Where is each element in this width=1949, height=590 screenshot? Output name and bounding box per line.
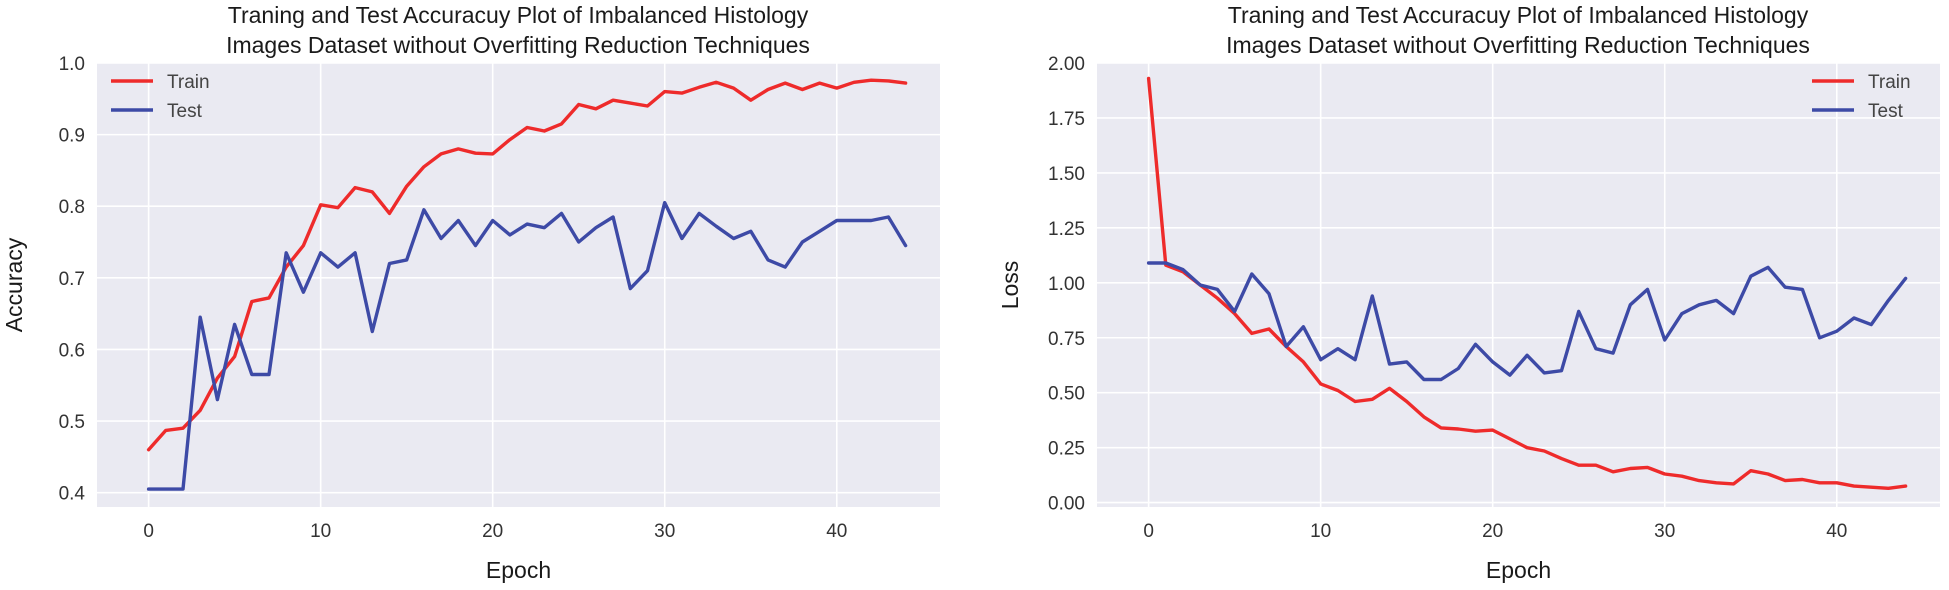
- x-tick-label: 0: [1143, 521, 1154, 542]
- y-tick-label: 0.6: [59, 340, 85, 361]
- x-axis-label: Epoch: [486, 557, 551, 583]
- y-axis-label: Loss: [997, 261, 1023, 310]
- y-tick-label: 1.25: [1048, 219, 1085, 240]
- x-axis-label: Epoch: [1486, 557, 1551, 583]
- plot-area: [1097, 63, 1940, 507]
- y-tick-label: 0.50: [1048, 384, 1085, 405]
- chart-panel-loss: 0.00 0.25 0.50 0.75 1.00 1.25 1.50 1.75 2.00 0 10 2…: [997, 2, 1940, 583]
- y-tick-label: 0.00: [1048, 494, 1085, 515]
- y-tick-label: 0.25: [1048, 439, 1085, 460]
- legend-label-test: Test: [167, 101, 203, 122]
- y-tick-label: 0.4: [59, 484, 86, 505]
- y-tick-label: 0.9: [59, 126, 85, 147]
- chart-title: Traning and Test Accuracuy Plot of Imbal…: [1228, 2, 1809, 28]
- x-tick-label: 30: [1654, 521, 1675, 542]
- series-line-test: [146, 200, 908, 491]
- legend-label-train: Train: [167, 72, 210, 93]
- x-tick-label: 10: [1310, 521, 1331, 542]
- y-tick-label: 0.7: [59, 269, 85, 290]
- y-axis-label: Accuracy: [1, 237, 27, 332]
- y-tick-label: 1.75: [1048, 109, 1085, 130]
- y-tick-label: 0.5: [59, 412, 85, 433]
- y-tick-label: 0.8: [59, 197, 85, 218]
- chart-title: Images Dataset without Overfitting Reduc…: [226, 32, 810, 58]
- series-line-train: [146, 78, 908, 452]
- x-tick-label: 40: [1826, 521, 1847, 542]
- series-line-test: [1146, 261, 1908, 382]
- series-line-train: [1146, 76, 1908, 490]
- chart-title: Traning and Test Accuracuy Plot of Imbal…: [228, 2, 809, 28]
- chart-panel-accuracy: 0.4 0.5 0.6 0.7 0.8 0.9 1.0 0 10 20 30 40 Traning an…: [1, 2, 940, 583]
- y-tick-label: 1.00: [1048, 274, 1085, 295]
- legend-label-train: Train: [1868, 72, 1911, 93]
- legend: Train Test: [111, 72, 210, 122]
- chart-title: Images Dataset without Overfitting Reduc…: [1226, 32, 1810, 58]
- x-tick-label: 40: [826, 521, 847, 542]
- y-tick-label: 0.75: [1048, 329, 1085, 350]
- y-tick-label: 2.00: [1048, 54, 1085, 75]
- x-tick-label: 20: [482, 521, 503, 542]
- y-tick-label: 1.0: [59, 54, 85, 75]
- legend: Train Test: [1812, 72, 1911, 122]
- x-tick-label: 30: [654, 521, 675, 542]
- x-tick-label: 0: [143, 521, 154, 542]
- y-tick-label: 1.50: [1048, 164, 1085, 185]
- x-tick-label: 10: [310, 521, 331, 542]
- legend-label-test: Test: [1868, 101, 1904, 122]
- plot-area: [97, 63, 940, 507]
- x-tick-label: 20: [1482, 521, 1503, 542]
